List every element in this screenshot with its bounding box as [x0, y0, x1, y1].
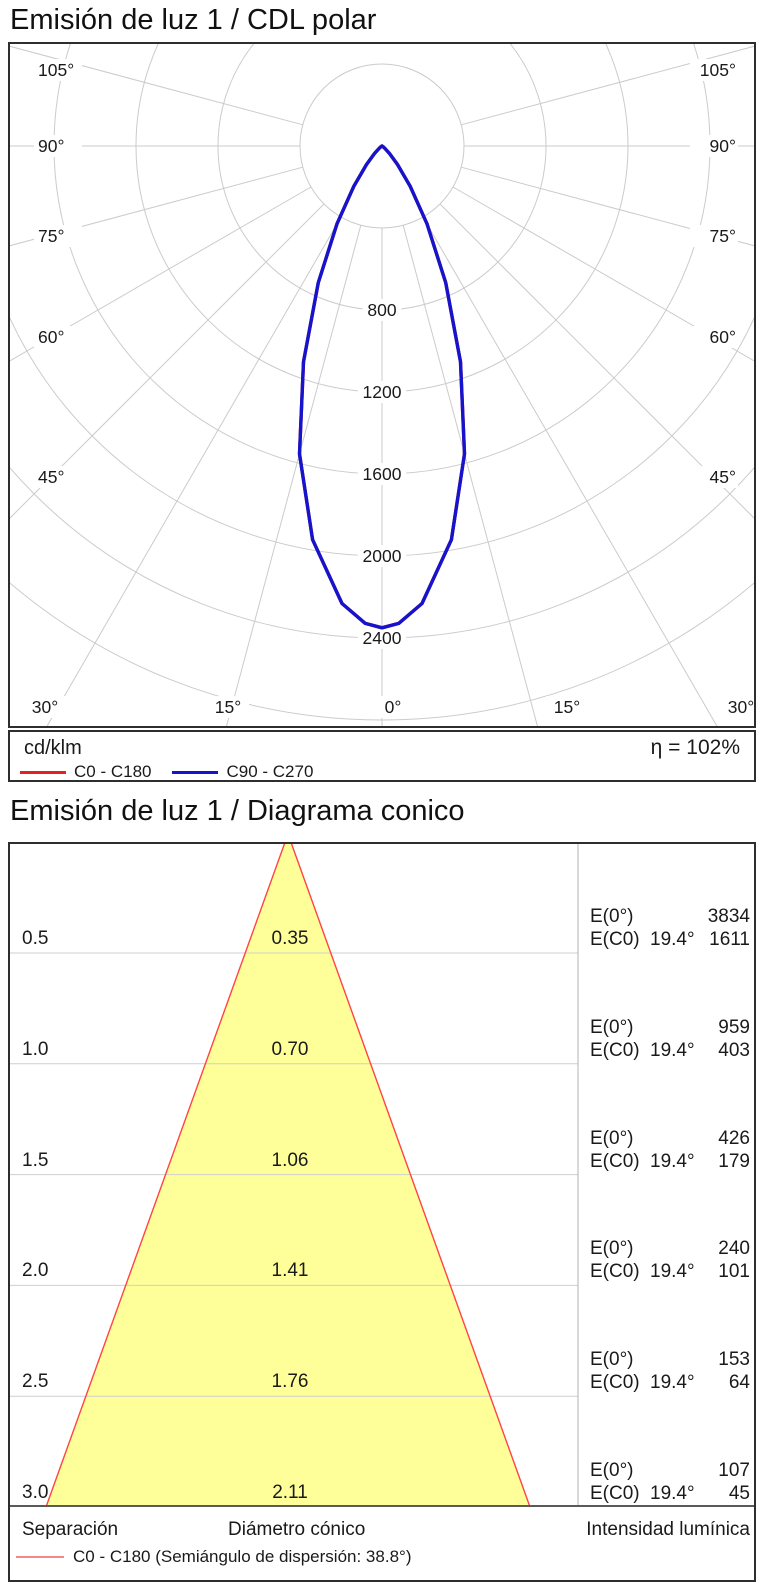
cone-fill: [46, 844, 530, 1507]
beam-half-angle: 19.4°: [650, 1151, 695, 1172]
cone-diameter-label: 2.11: [272, 1482, 308, 1503]
e0-label: E(0°): [590, 1128, 634, 1149]
polar-legend-box: cd/klm η = 102% C0 - C180 C90 - C270: [8, 730, 756, 782]
polar-angle-label-left: 75°: [38, 226, 64, 246]
cone-diameter-label: 1.76: [272, 1371, 309, 1392]
polar-angle-label-bottom: 0°: [385, 697, 402, 717]
beam-half-angle: 19.4°: [650, 1483, 695, 1504]
polar-angle-label-right: 45°: [710, 467, 736, 487]
ec0-label: E(C0): [590, 929, 640, 950]
beam-half-angle: 19.4°: [650, 1261, 695, 1282]
polar-angle-label-bottom: 15°: [554, 697, 580, 717]
e0-label: E(0°): [590, 1349, 634, 1370]
separation-label: 1.5: [22, 1150, 48, 1171]
ec0-label: E(C0): [590, 1151, 640, 1172]
cone-plot-svg: 0.5 0.35 E(0°) 3834 E(C0) 19.4° 1611 1.0 0.70 E(0…: [10, 844, 754, 1508]
cone-legend-label: C0 - C180 (Semiángulo de dispersión: 38.…: [73, 1547, 412, 1566]
separation-label: 1.0: [22, 1039, 48, 1060]
polar-angle-label-bottom: 30°: [728, 697, 754, 717]
cone-diameter-label: 0.70: [272, 1039, 309, 1060]
polar-angle-label-left: 105°: [38, 60, 74, 80]
cone-legend: C0 - C180 (Semiángulo de dispersión: 38.…: [16, 1547, 411, 1567]
beam-half-angle: 19.4°: [650, 929, 695, 950]
c0-c180-label: C0 - C180: [74, 762, 152, 781]
ec0-label: E(C0): [590, 1261, 640, 1282]
cone-diameter-label: 0.35: [272, 928, 309, 949]
c0-c180-swatch: [20, 770, 66, 774]
polar-ring-label: 800: [367, 300, 396, 320]
e0-label: E(0°): [590, 1017, 634, 1038]
ec0-value: 179: [718, 1151, 750, 1172]
polar-angle-label-left: 45°: [38, 467, 64, 487]
cone-chart-box: 0.5 0.35 E(0°) 3834 E(C0) 19.4° 1611 1.0 0.70 E(0…: [8, 842, 756, 1582]
e0-label: E(0°): [590, 1460, 634, 1481]
e0-value: 426: [718, 1128, 750, 1149]
polar-angle-label-bottom: 15°: [215, 697, 241, 717]
cone-diameter-label: 1.06: [272, 1150, 309, 1171]
cone-edges: [45, 844, 531, 1508]
ec0-value: 64: [729, 1372, 751, 1393]
polar-unit-label: cd/klm: [24, 737, 82, 759]
polar-angle-label-right: 105°: [700, 60, 736, 80]
ec0-value: 403: [718, 1040, 750, 1061]
c90-c270-swatch: [172, 770, 219, 774]
polar-curve-c90-c270: [297, 144, 467, 630]
ec0-value: 101: [718, 1261, 750, 1282]
polar-ring-label: 2000: [363, 546, 402, 566]
polar-axis-labels: 800 1200 1600 2000 2400 105° 105° 90° 90° 75° 75° 6…: [24, 59, 754, 718]
footer-diameter-label: Diámetro cónico: [228, 1519, 366, 1540]
e0-value: 240: [718, 1238, 750, 1259]
footer-intensity-label: Intensidad lumínica: [586, 1519, 750, 1540]
cone-footer: Separación Diámetro cónico Intensidad lu…: [10, 1509, 754, 1578]
cone-c0-c180-swatch: [16, 1556, 64, 1558]
polar-angle-label-bottom: 30°: [32, 697, 58, 717]
cone-diameter-label: 1.41: [272, 1260, 309, 1281]
ec0-label: E(C0): [590, 1372, 640, 1393]
polar-ring-label: 1200: [363, 382, 402, 402]
polar-legend-items: C0 - C180 C90 - C270: [20, 762, 313, 782]
cone-row-labels: 0.5 0.35 E(0°) 3834 E(C0) 19.4° 1611 1.0 0.70 E(0…: [22, 906, 750, 1504]
e0-value: 3834: [708, 906, 751, 927]
separation-label: 0.5: [22, 928, 48, 949]
ec0-label: E(C0): [590, 1040, 640, 1061]
polar-angle-label-right: 60°: [710, 327, 736, 347]
beam-half-angle: 19.4°: [650, 1040, 695, 1061]
e0-value: 107: [718, 1460, 750, 1481]
ec0-value: 1611: [709, 929, 750, 950]
footer-separation-label: Separación: [22, 1519, 119, 1540]
polar-title: Emisión de luz 1 / CDL polar: [10, 4, 377, 36]
polar-ring-label: 1600: [363, 464, 402, 484]
separation-label: 2.0: [22, 1260, 48, 1281]
e0-value: 959: [718, 1017, 750, 1038]
polar-angle-label-right: 75°: [710, 226, 736, 246]
cone-title: Emisión de luz 1 / Diagrama conico: [10, 795, 465, 827]
separation-label: 3.0: [22, 1482, 48, 1503]
ec0-value: 45: [729, 1483, 750, 1504]
e0-label: E(0°): [590, 1238, 634, 1259]
e0-value: 153: [718, 1349, 750, 1370]
polar-efficiency-label: η = 102%: [650, 736, 740, 759]
ec0-label: E(C0): [590, 1483, 640, 1504]
e0-label: E(0°): [590, 906, 634, 927]
polar-angle-label-left: 60°: [38, 327, 64, 347]
polar-plot-svg: 800 1200 1600 2000 2400 105° 105° 90° 90° 75° 75° 6…: [10, 44, 754, 726]
separation-label: 2.5: [22, 1371, 48, 1392]
beam-half-angle: 19.4°: [650, 1372, 695, 1393]
polar-angle-label-left: 90°: [38, 136, 64, 156]
c90-c270-label: C90 - C270: [226, 762, 314, 781]
cone-gridlines: [10, 952, 578, 1397]
polar-chart-box: 800 1200 1600 2000 2400 105° 105° 90° 90° 75° 75° 6…: [8, 42, 756, 728]
polar-angle-label-right: 90°: [710, 136, 736, 156]
polar-ring-label: 2400: [363, 628, 402, 648]
